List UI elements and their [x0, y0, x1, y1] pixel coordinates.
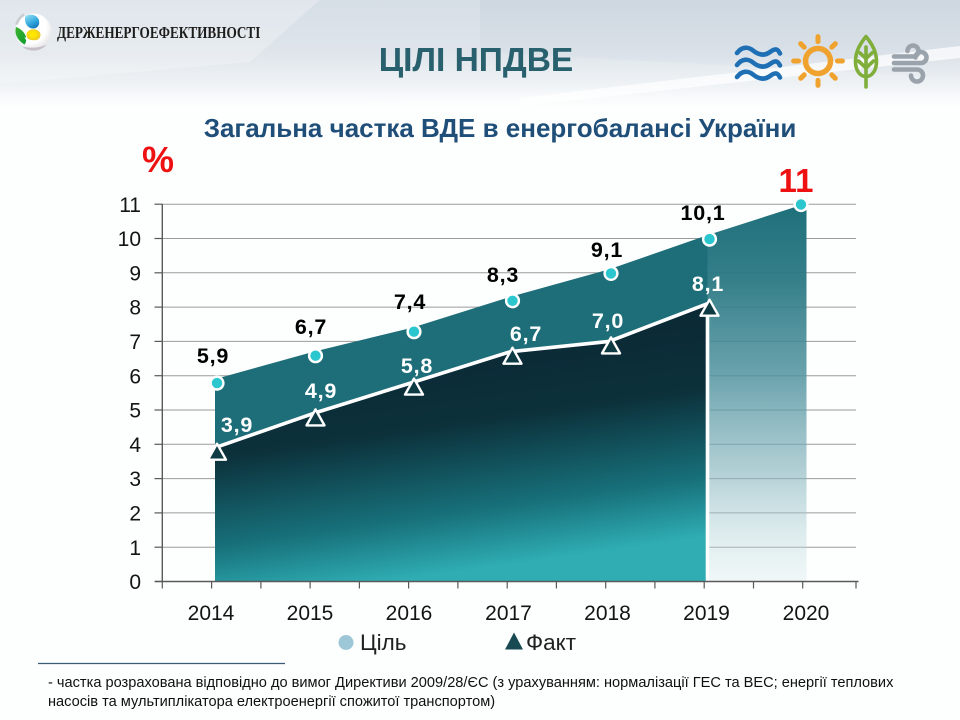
- svg-text:Факт: Факт: [526, 630, 576, 655]
- svg-text:8: 8: [129, 297, 141, 320]
- svg-text:5: 5: [129, 400, 141, 423]
- svg-text:11: 11: [119, 194, 141, 217]
- svg-text:3,9: 3,9: [221, 413, 253, 437]
- svg-text:2020: 2020: [783, 602, 830, 625]
- svg-text:7: 7: [129, 331, 141, 354]
- svg-text:2019: 2019: [683, 602, 730, 625]
- svg-text:10,1: 10,1: [680, 201, 725, 225]
- svg-text:10: 10: [118, 228, 141, 251]
- svg-text:6: 6: [129, 365, 141, 388]
- svg-text:3: 3: [129, 468, 141, 491]
- svg-text:2017: 2017: [485, 602, 532, 625]
- svg-text:4,9: 4,9: [305, 379, 337, 403]
- svg-text:2015: 2015: [287, 602, 334, 625]
- svg-text:5,8: 5,8: [401, 354, 433, 378]
- svg-text:9,1: 9,1: [591, 238, 623, 262]
- svg-text:2: 2: [129, 503, 141, 526]
- svg-text:8,1: 8,1: [692, 272, 724, 296]
- svg-text:6,7: 6,7: [510, 322, 542, 346]
- svg-text:2018: 2018: [584, 602, 631, 625]
- svg-text:1: 1: [129, 537, 141, 560]
- svg-text:2014: 2014: [188, 602, 235, 625]
- svg-text:9: 9: [129, 262, 141, 285]
- svg-text:Ціль: Ціль: [360, 630, 407, 655]
- svg-text:8,3: 8,3: [487, 263, 519, 287]
- svg-text:11: 11: [779, 162, 814, 199]
- svg-text:7,4: 7,4: [394, 290, 426, 314]
- svg-text:6,7: 6,7: [295, 315, 327, 339]
- svg-text:5,9: 5,9: [197, 344, 229, 368]
- svg-text:2016: 2016: [386, 602, 433, 625]
- svg-text:0: 0: [129, 571, 141, 594]
- svg-text:7,0: 7,0: [592, 309, 624, 333]
- svg-text:4: 4: [129, 434, 141, 457]
